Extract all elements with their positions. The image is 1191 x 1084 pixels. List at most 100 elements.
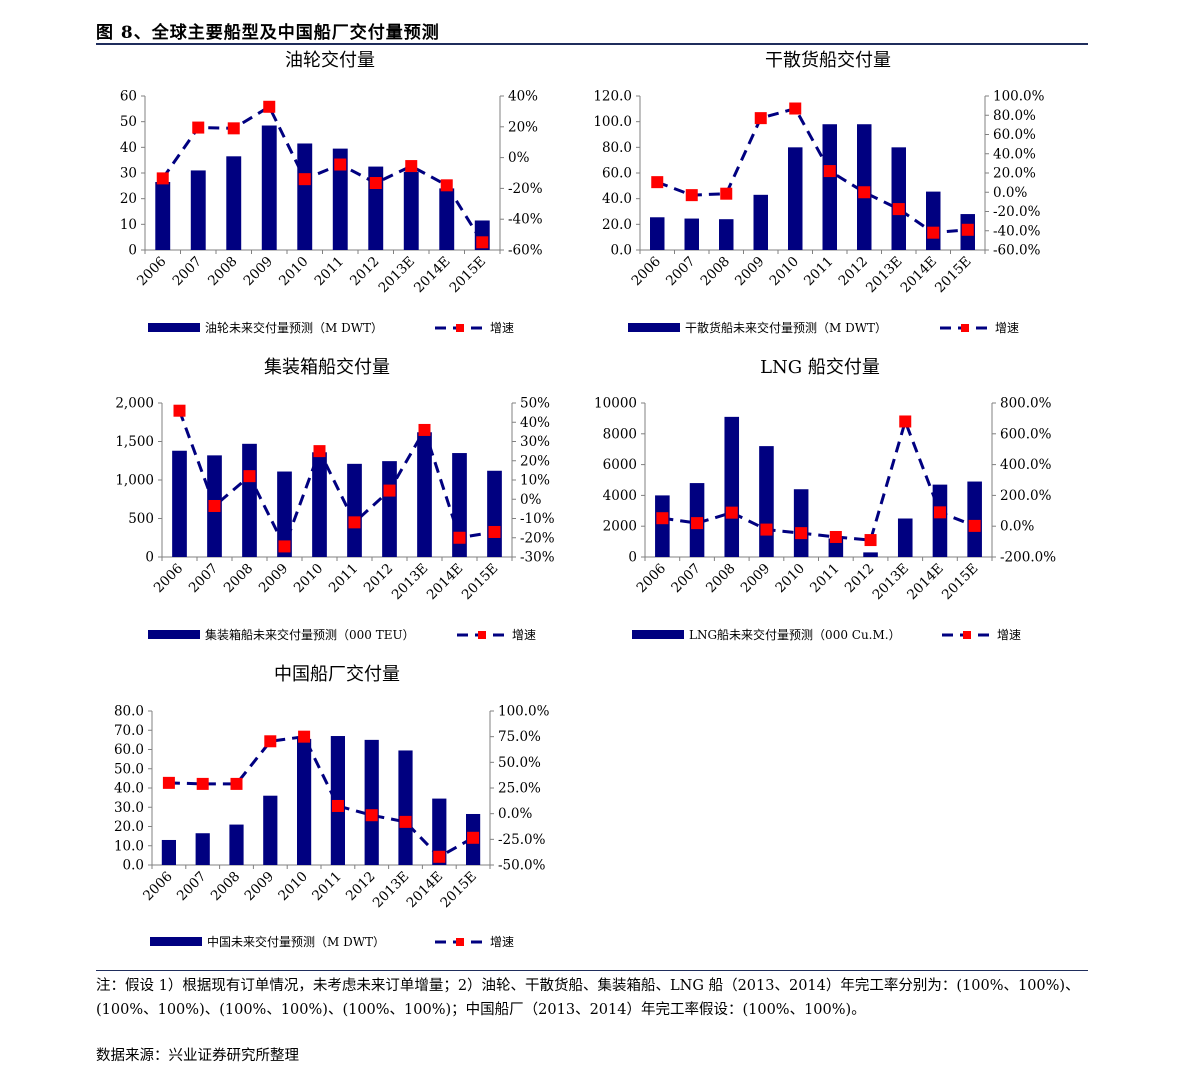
growth-point: [488, 525, 501, 538]
category-label: 2015E: [446, 254, 489, 297]
right-tick-label: -200.0%: [1000, 550, 1056, 566]
chart-svg: 干散货船交付量 120.0 100.0 80.0 60.0 40.0 20.0 0.0 100.…: [593, 50, 1044, 335]
category-label: 2011: [807, 561, 843, 597]
growth-point: [227, 122, 240, 135]
chart-svg: 油轮交付量605040302010040%20%0%-20%-40%-60%20…: [120, 50, 543, 335]
category-label: 2007: [668, 561, 704, 597]
legend-bar-label: 油轮未来交付量预测（M DWT）: [205, 320, 383, 335]
left-tick-label: 10: [120, 217, 137, 233]
title-divider: [96, 43, 1088, 45]
right-tick-label: -20%: [520, 530, 555, 546]
left-tick-label: 500: [128, 511, 154, 527]
bar: [155, 181, 171, 250]
growth-line: [178, 410, 495, 548]
growth-point: [348, 516, 361, 529]
category-label: 2011: [309, 869, 345, 905]
right-tick-label: -40%: [508, 212, 543, 228]
left-tick-label: 30: [120, 166, 137, 182]
bar: [347, 463, 362, 557]
right-tick-label: -30%: [520, 550, 555, 566]
right-tick-label: 25.0%: [498, 781, 541, 797]
bar: [297, 143, 313, 250]
left-tick-label: 40: [120, 140, 137, 156]
category-label: 2008: [205, 254, 241, 290]
growth-point: [927, 226, 940, 239]
category-label: 2008: [208, 869, 244, 905]
bar: [297, 738, 312, 865]
right-tick-label: 800.0%: [1000, 396, 1052, 412]
right-tick-label: -50.0%: [498, 858, 546, 874]
left-tick-label: 60.0: [602, 166, 632, 182]
chart-dry-bulk-deliveries: 干散货船交付量 120.0 100.0 80.0 60.0 40.0 20.0 0.0 100.…: [580, 48, 1080, 348]
bar: [226, 156, 242, 250]
growth-line: [656, 107, 968, 235]
category-label: 2015E: [437, 869, 480, 912]
growth-point: [331, 799, 344, 812]
growth-point: [162, 776, 175, 789]
bar: [229, 824, 244, 865]
growth-point: [405, 160, 418, 173]
growth-point: [418, 423, 431, 436]
right-tick-label: -20%: [508, 181, 543, 197]
category-label: 2009: [738, 561, 774, 597]
right-tick-label: 60.0%: [993, 127, 1036, 143]
right-tick-label: 40.0%: [993, 146, 1036, 162]
bar: [684, 218, 699, 250]
category-label: 2006: [134, 254, 170, 290]
left-tick-label: 70.0: [114, 723, 144, 739]
bar: [793, 489, 809, 557]
note-divider: [96, 970, 1088, 971]
growth-point: [858, 186, 871, 199]
left-tick-label: 60: [120, 89, 137, 105]
right-tick-label: 0%: [520, 492, 542, 508]
category-label: 2006: [628, 254, 664, 290]
bar: [822, 124, 837, 250]
category-label: 2010: [276, 254, 312, 290]
category-label: 2008: [703, 561, 739, 597]
bar: [452, 453, 467, 557]
category-label: 2010: [291, 561, 327, 597]
left-tick-label: 0.0: [611, 243, 632, 259]
left-tick-label: 0: [628, 550, 637, 566]
growth-point: [440, 179, 453, 192]
right-tick-label: 40%: [508, 89, 538, 105]
left-tick-label: 30.0: [114, 800, 144, 816]
category-label: 2013E: [863, 254, 906, 297]
legend-bar-label: 集装箱船未来交付量预测（000 TEU）: [205, 627, 415, 642]
legend-bar-swatch: [632, 630, 684, 639]
chart-title: LNG 船交付量: [760, 357, 880, 378]
chart-svg: 集装箱船交付量 2,000 1,500 1,000 500 0 50% 40% 30% 20% 10…: [115, 357, 555, 642]
category-label: 2009: [732, 254, 768, 290]
bar: [432, 798, 447, 865]
category-label: 2007: [174, 869, 210, 905]
growth-point: [968, 519, 981, 532]
growth-point: [156, 172, 169, 185]
growth-point: [795, 527, 808, 540]
right-tick-label: 600.0%: [1000, 426, 1052, 442]
right-tick-label: 0.0%: [498, 806, 532, 822]
category-label: 2010: [766, 254, 802, 290]
data-source: 数据来源：兴业证券研究所整理: [96, 1048, 299, 1064]
category-label: 2006: [140, 869, 176, 905]
category-label: 2009: [240, 254, 276, 290]
growth-point: [829, 530, 842, 543]
legend-line-label: 增速: [490, 935, 514, 949]
left-tick-label: 20.0: [114, 819, 144, 835]
growth-point: [399, 815, 412, 828]
right-tick-label: 100.0%: [498, 704, 550, 720]
left-tick-label: 10.0: [114, 838, 144, 854]
category-label: 2014E: [424, 561, 467, 604]
bar: [382, 461, 397, 557]
growth-point: [754, 112, 767, 125]
growth-point: [899, 415, 912, 428]
growth-point: [298, 173, 311, 186]
left-tick-label: 50.0: [114, 761, 144, 777]
right-tick-label: -60%: [508, 243, 543, 259]
bar: [788, 147, 803, 250]
right-tick-label: 0%: [508, 150, 530, 166]
category-label: 2013E: [370, 869, 413, 912]
legend-line-label: 增速: [512, 628, 536, 642]
growth-line: [161, 105, 484, 244]
right-tick-label: -25.0%: [498, 832, 546, 848]
left-tick-label: 0.0: [123, 858, 144, 874]
